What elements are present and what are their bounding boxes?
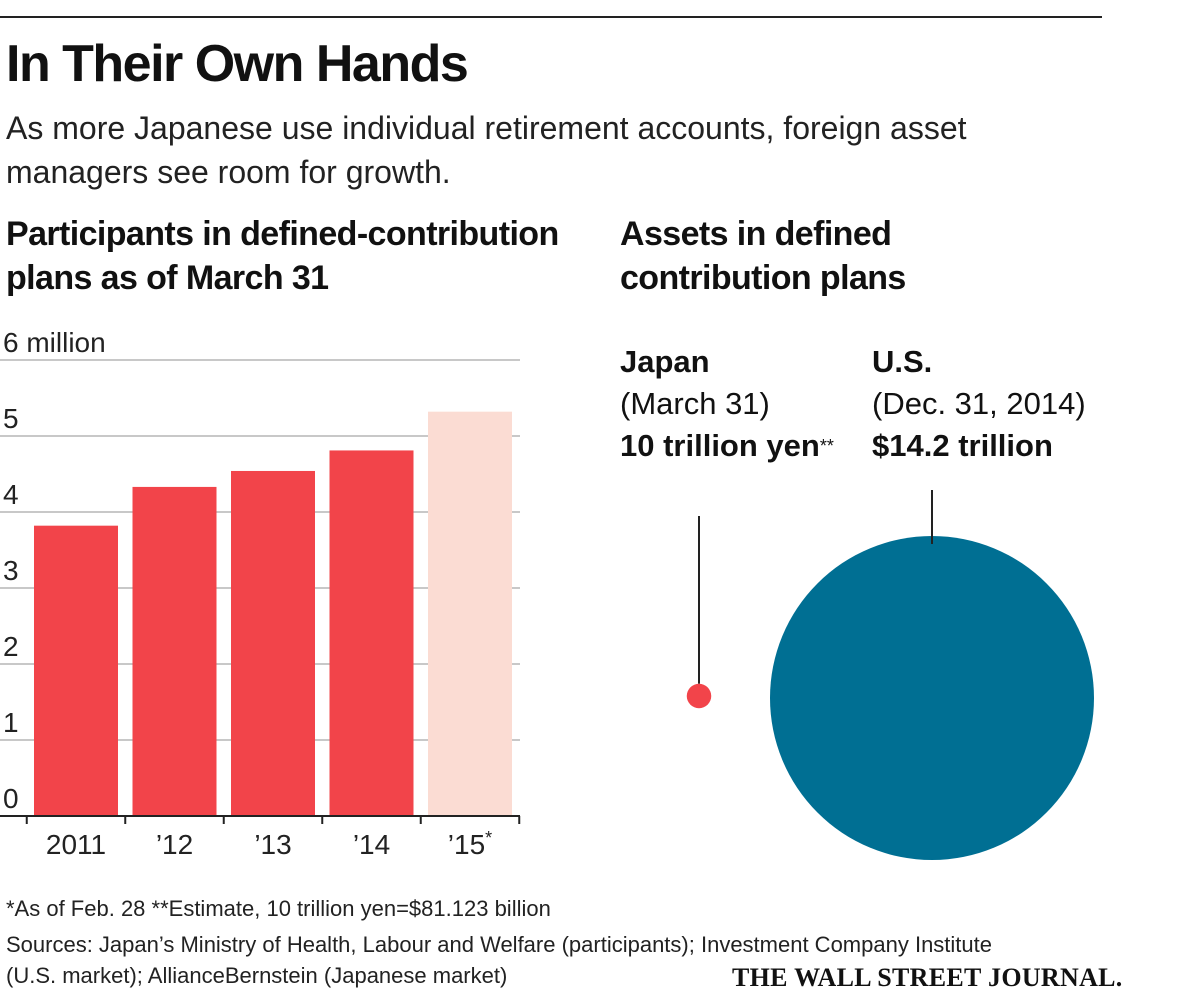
us-label-block: U.S. (Dec. 31, 2014) $14.2 trillion (872, 341, 1086, 467)
y-tick-label: 0 (3, 783, 19, 814)
estimate-mark: * (485, 828, 492, 848)
bar (34, 525, 118, 816)
bar (329, 450, 414, 816)
bar (132, 486, 217, 816)
y-tick-label: 1 (3, 707, 19, 738)
assets-bubble-chart (686, 490, 1094, 860)
us-name: U.S. (872, 344, 933, 379)
japan-amount: 10 trillion yen (620, 428, 820, 463)
participants-panel-title: Participants in defined-contribution pla… (6, 215, 559, 297)
x-tick-label: ’14 (353, 829, 390, 860)
japan-amount-mark: ** (819, 436, 834, 456)
japan-label-block: Japan (March 31) 10 trillion yen** (620, 341, 834, 467)
assets-panel-title: Assets in defined contribution plans (620, 215, 906, 297)
chart-subtitle: As more Japanese use individual retireme… (6, 110, 967, 190)
us-amount: $14.2 trillion (872, 428, 1053, 463)
us-date: (Dec. 31, 2014) (872, 386, 1086, 421)
japan-name: Japan (620, 344, 710, 379)
footnote: *As of Feb. 28 **Estimate, 10 trillion y… (6, 896, 551, 921)
x-tick-label: 2011 (46, 829, 106, 860)
y-tick-label: 4 (3, 479, 19, 510)
participants-bar-chart: 0 1 2 3 4 5 6 million 2011 ’12 ’13 ’14 ’15* (0, 327, 521, 860)
y-tick-label: 6 million (3, 327, 106, 358)
sources-note: Sources: Japan’s Ministry of Health, Lab… (6, 932, 992, 988)
x-tick-label: ’13 (254, 829, 291, 860)
y-tick-label: 3 (3, 555, 19, 586)
chart-title: In Their Own Hands (6, 35, 469, 93)
wsj-logo: THE WALL STREET JOURNAL. (732, 963, 1123, 992)
top-rule (0, 16, 1102, 18)
japan-date: (March 31) (620, 386, 770, 421)
japan-amount-line: 10 trillion yen** (620, 425, 834, 467)
bar (428, 411, 512, 816)
y-tick-label: 2 (3, 631, 19, 662)
x-tick-label: ’15* (448, 828, 492, 860)
x-tick-label: ’12 (156, 829, 193, 860)
japan-bubble (686, 683, 712, 709)
us-bubble (770, 536, 1094, 860)
y-tick-label: 5 (3, 403, 19, 434)
bar (231, 470, 315, 816)
